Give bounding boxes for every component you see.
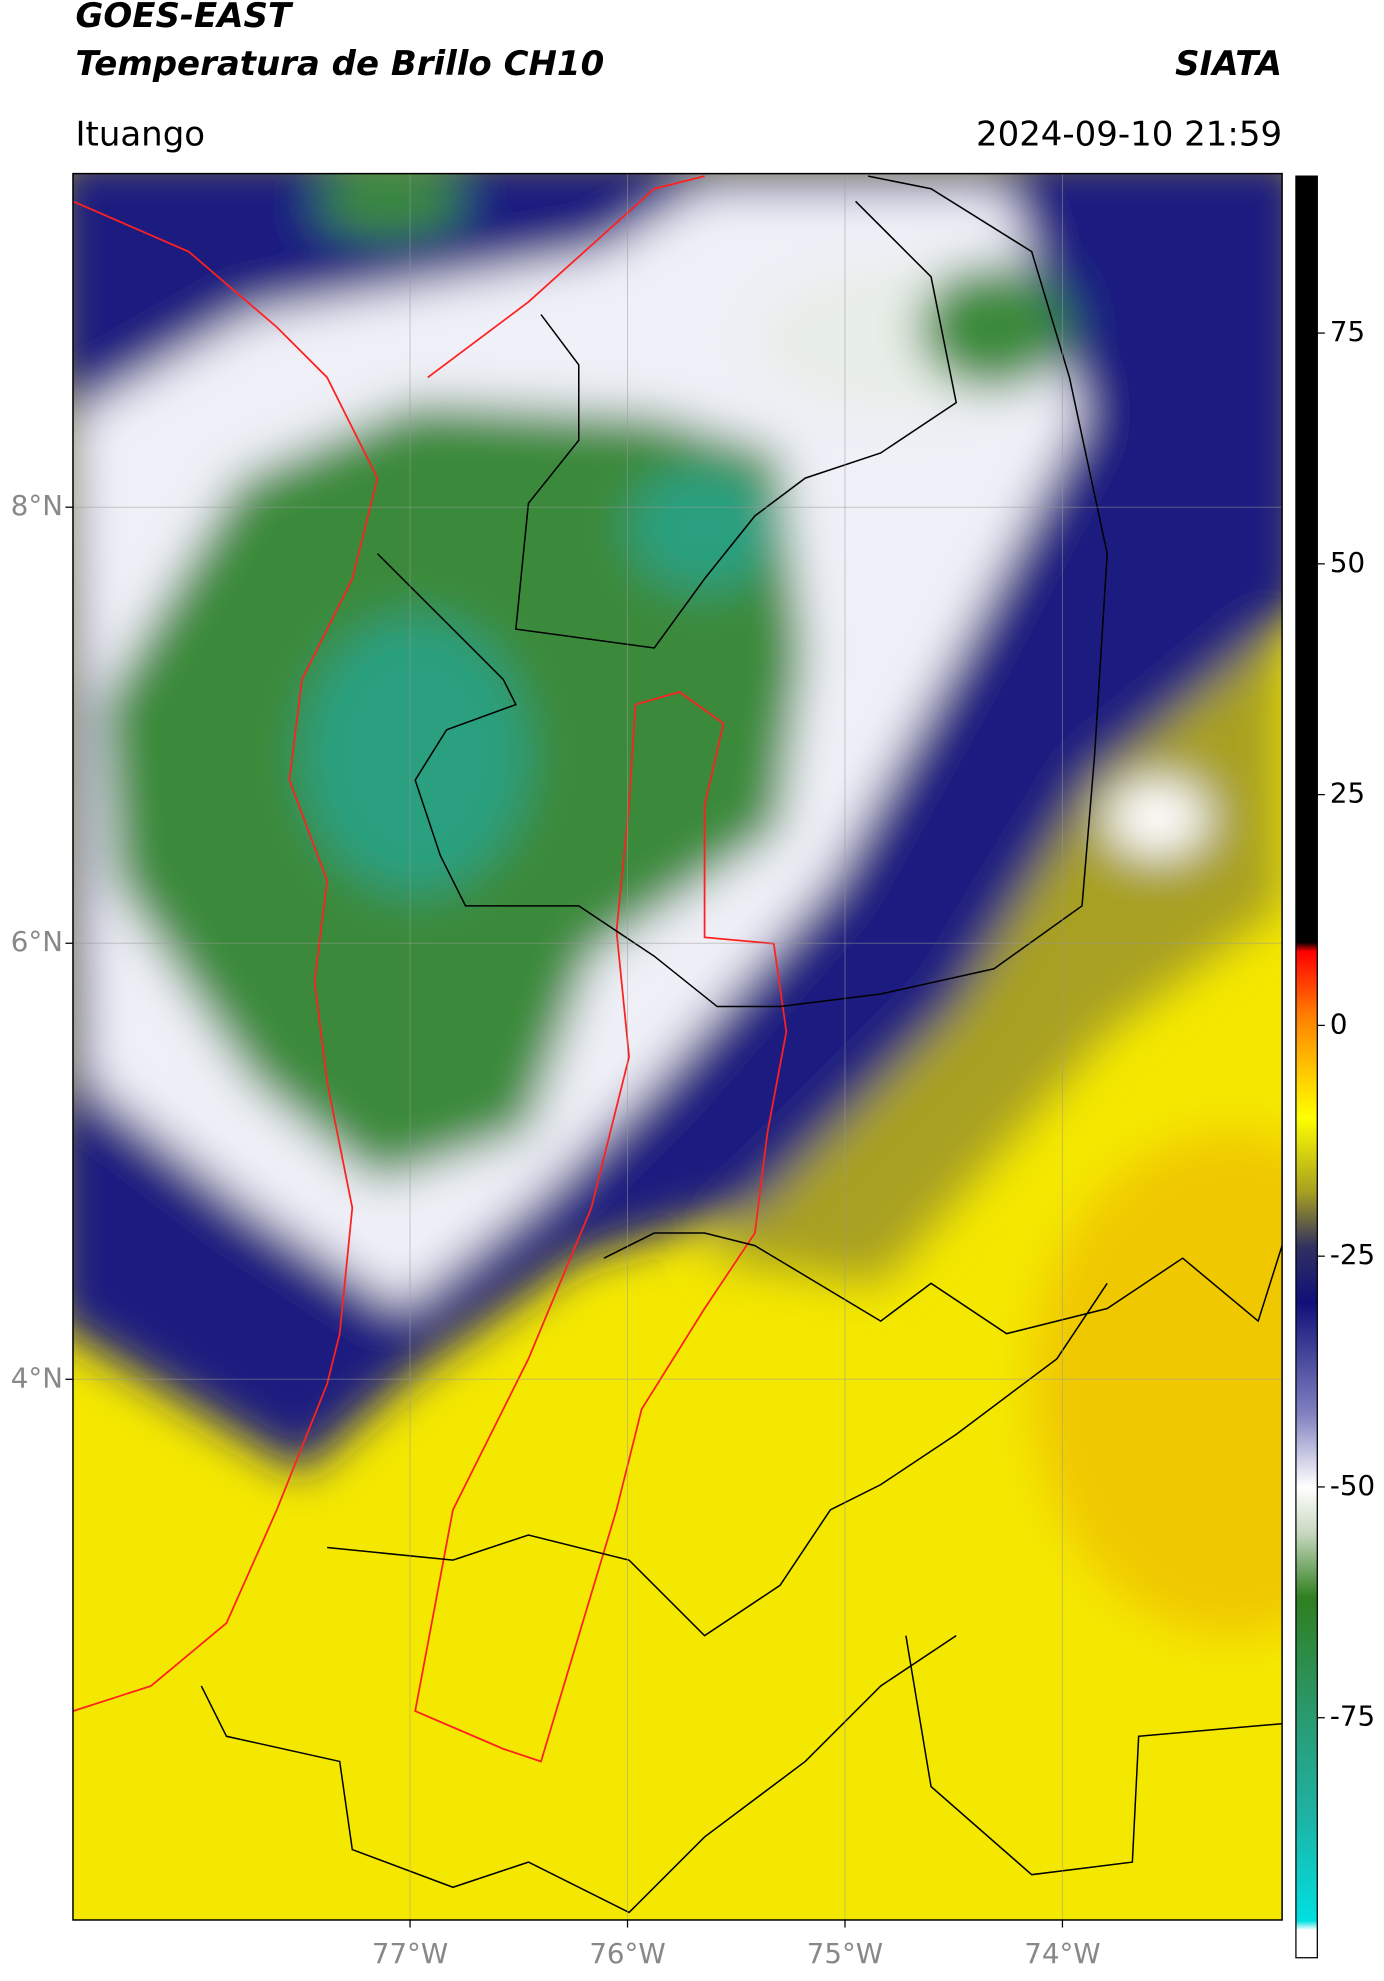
datetime: 2024-09-10 21:59 xyxy=(976,114,1282,154)
y-tick-label: 4°N xyxy=(11,1361,63,1394)
colorbar-tick-label: 25 xyxy=(1330,777,1365,810)
colorbar-tick-label: -75 xyxy=(1330,1700,1375,1733)
x-tick-label: 75°W xyxy=(807,1937,883,1970)
colorbar-tick-label: -25 xyxy=(1330,1238,1375,1271)
colorbar-tick-label: 75 xyxy=(1330,315,1365,348)
subtitle: Temperatura de Brillo CH10 xyxy=(75,44,604,84)
x-tick-label: 77°W xyxy=(372,1937,448,1970)
x-tick-label: 76°W xyxy=(589,1937,665,1970)
y-tick-label: 6°N xyxy=(11,925,63,958)
map-frame xyxy=(72,172,1283,1921)
colorbar-tick-label: 0 xyxy=(1330,1007,1348,1040)
x-tick-label: 74°W xyxy=(1024,1937,1100,1970)
colorbar-tick-label: 50 xyxy=(1330,546,1365,579)
grid xyxy=(72,173,1283,1920)
y-tick-label: 8°N xyxy=(11,489,63,522)
map-image xyxy=(72,173,1283,1920)
title: GOES-EAST xyxy=(75,0,293,36)
colorbar-tick-label: -50 xyxy=(1330,1469,1375,1502)
source: SIATA xyxy=(1175,44,1282,84)
colorbar xyxy=(1295,175,1318,1959)
location: Ituango xyxy=(75,114,205,154)
